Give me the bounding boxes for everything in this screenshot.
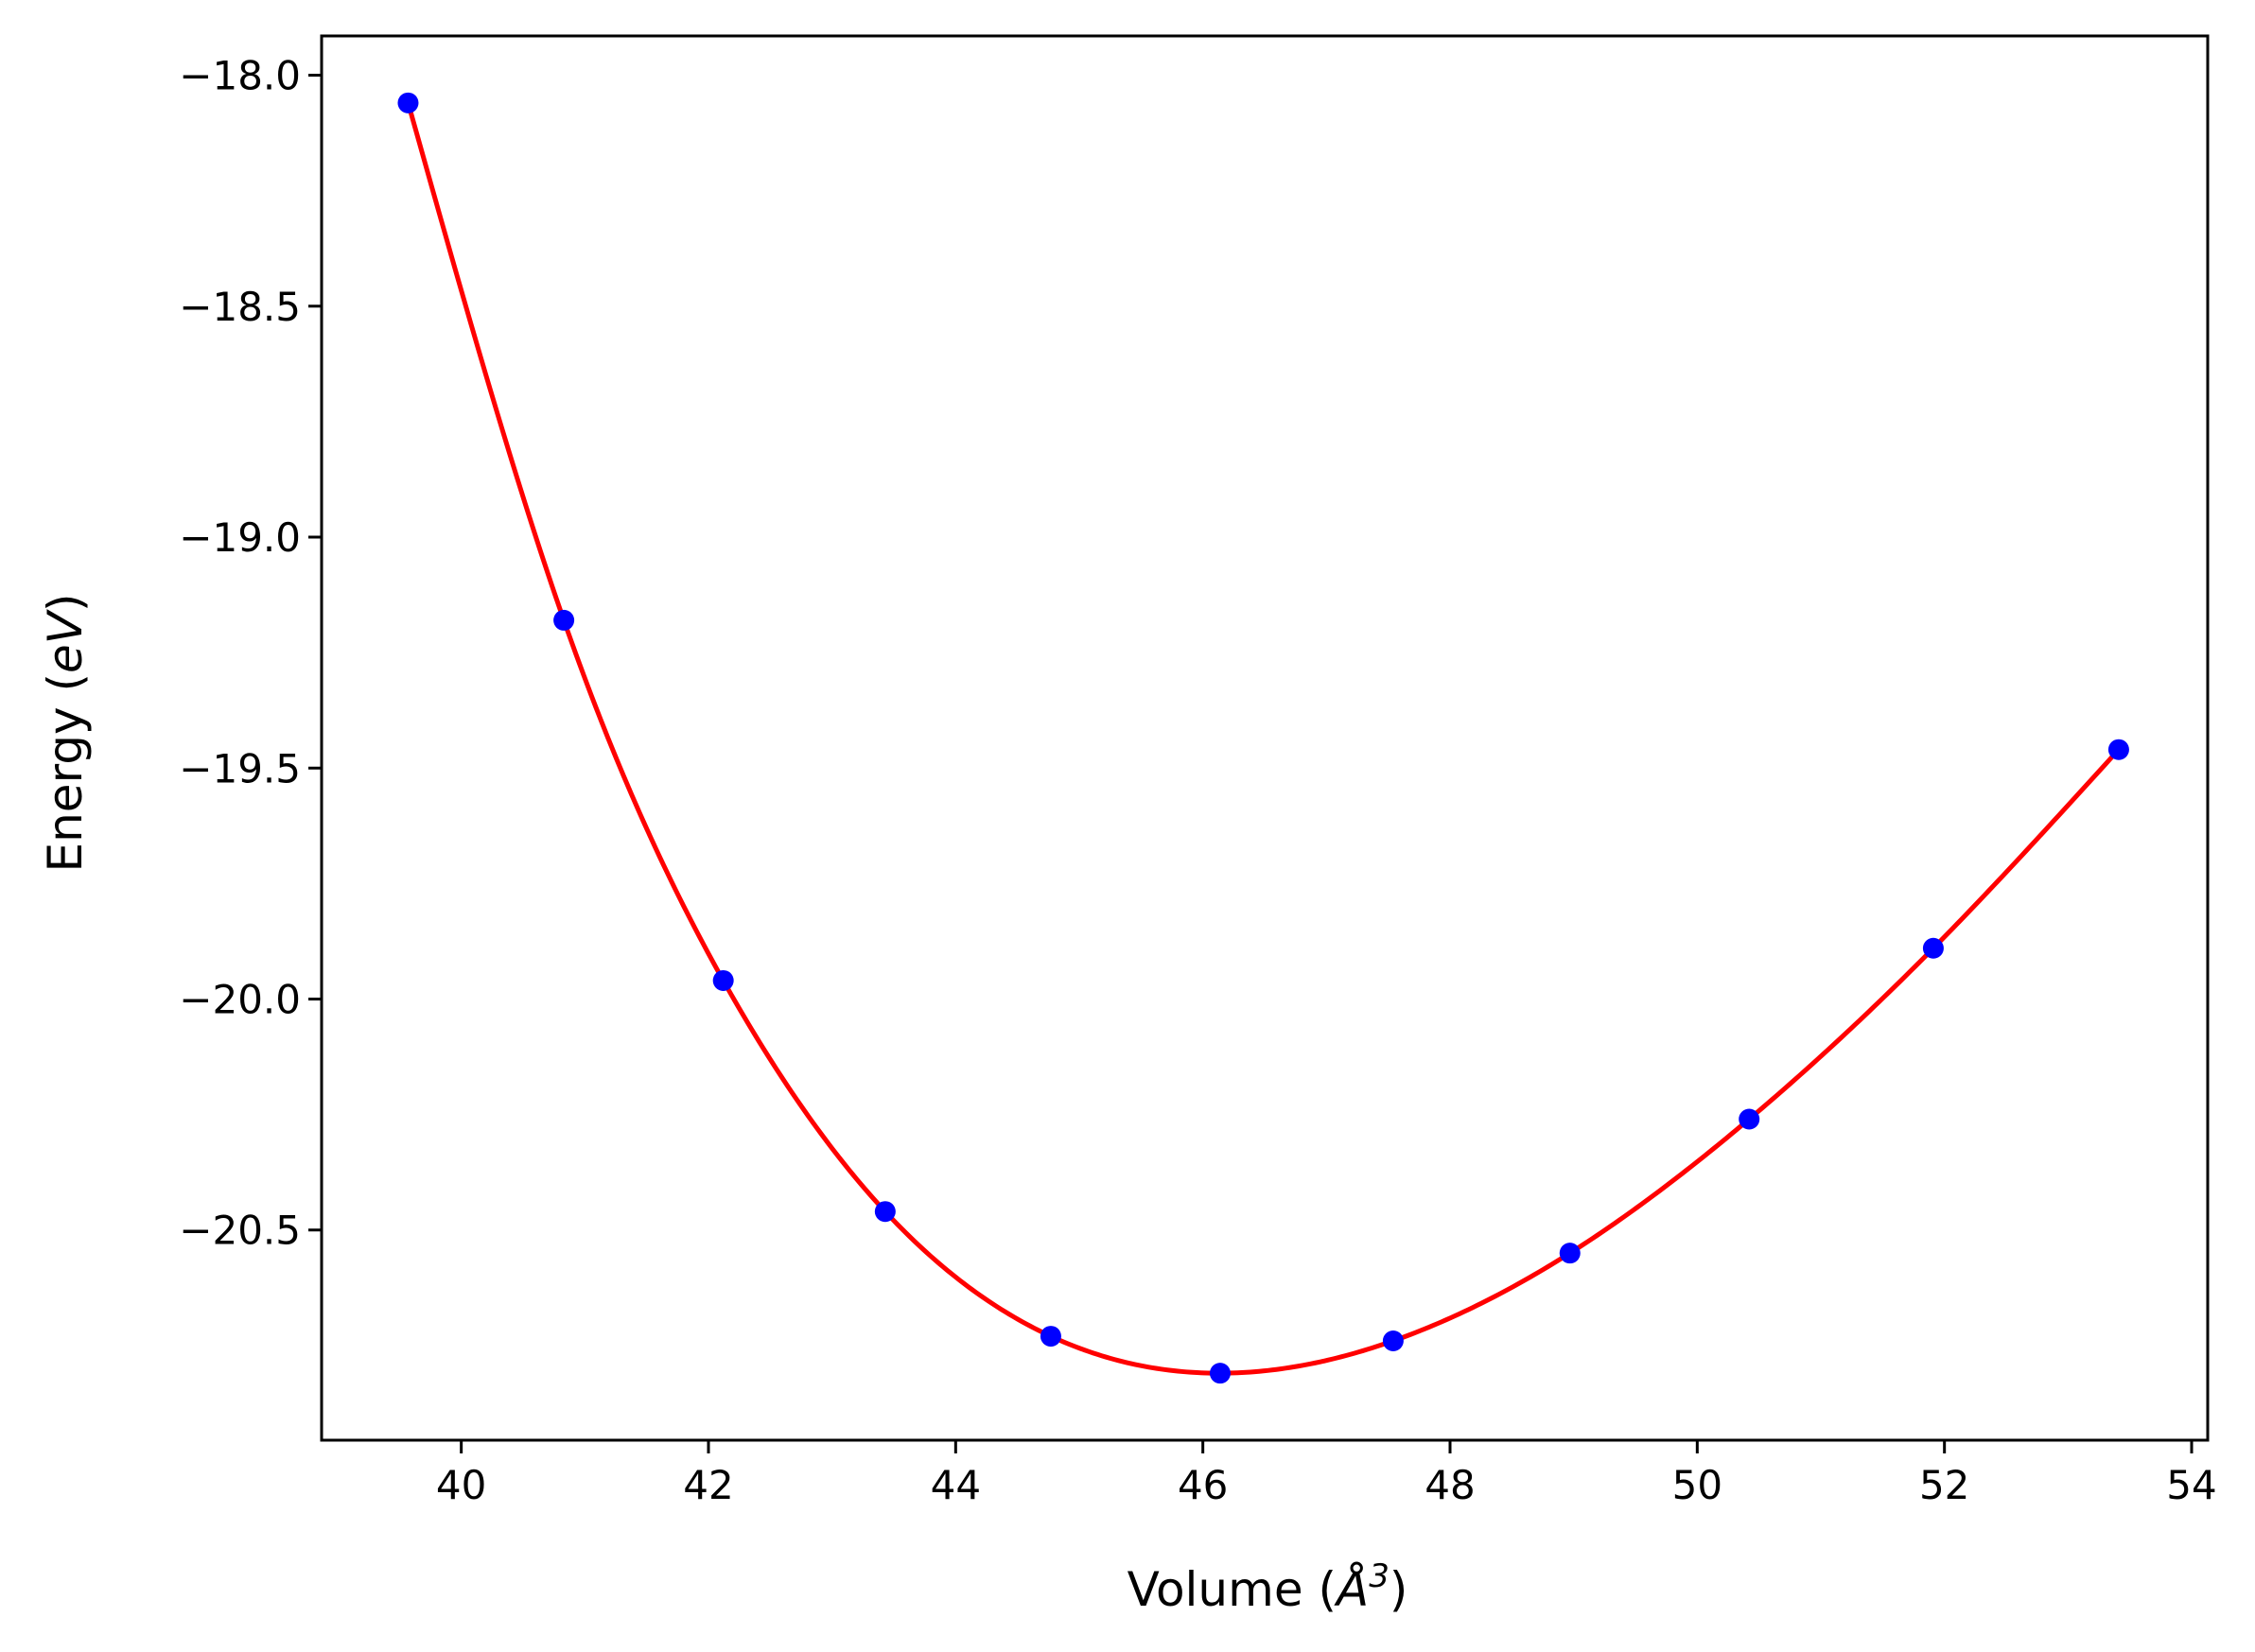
data-point bbox=[1040, 1326, 1061, 1348]
x-axis-label-prefix: Volume ( bbox=[1128, 1562, 1337, 1617]
y-axis-label-prefix: Energy ( bbox=[38, 673, 93, 872]
y-axis-label: Energy (eV) bbox=[38, 594, 93, 873]
y-axis-ticks: −18.0 −18.5 −19.0 −19.5 −20.0 −20.5 bbox=[179, 53, 322, 1254]
x-axis-label-suffix: ) bbox=[1390, 1562, 1408, 1617]
data-point bbox=[1739, 1108, 1760, 1130]
y-tick-label: −19.5 bbox=[179, 745, 301, 791]
data-point bbox=[1209, 1363, 1231, 1384]
y-tick-label: −18.5 bbox=[179, 284, 301, 330]
data-points-layer bbox=[397, 92, 2129, 1384]
x-tick-label: 54 bbox=[2166, 1462, 2216, 1508]
data-point bbox=[553, 609, 575, 631]
x-tick-label: 44 bbox=[931, 1462, 981, 1508]
axes-frame bbox=[320, 34, 2210, 1442]
y-tick-label: −19.0 bbox=[179, 514, 301, 561]
y-tick-label: −18.0 bbox=[179, 53, 301, 99]
x-tick-label: 48 bbox=[1425, 1462, 1475, 1508]
x-axis-label: Volume (Å3) bbox=[1128, 1557, 1408, 1617]
data-point bbox=[2107, 739, 2129, 760]
x-axis-ticks: 40 42 44 46 48 50 52 54 bbox=[436, 1440, 2217, 1508]
data-point bbox=[1922, 937, 1944, 959]
data-point bbox=[1382, 1330, 1404, 1351]
y-tick-label: −20.5 bbox=[179, 1208, 301, 1254]
x-tick-label: 46 bbox=[1178, 1462, 1228, 1508]
x-tick-label: 42 bbox=[683, 1462, 733, 1508]
y-axis-label-suffix: ) bbox=[38, 594, 93, 613]
data-point bbox=[397, 92, 419, 113]
data-point bbox=[712, 969, 734, 991]
x-axis-label-exponent: 3 bbox=[1369, 1557, 1390, 1595]
x-axis-label-symbol: Å bbox=[1334, 1562, 1369, 1617]
plot-area bbox=[397, 92, 2129, 1384]
x-tick-label: 52 bbox=[1919, 1462, 1969, 1508]
x-tick-label: 50 bbox=[1672, 1462, 1722, 1508]
x-tick-label: 40 bbox=[436, 1462, 486, 1508]
data-point bbox=[1559, 1243, 1581, 1264]
y-tick-label: −20.0 bbox=[179, 976, 301, 1022]
y-axis-label-unit: eV bbox=[38, 608, 93, 673]
data-point bbox=[874, 1201, 896, 1223]
